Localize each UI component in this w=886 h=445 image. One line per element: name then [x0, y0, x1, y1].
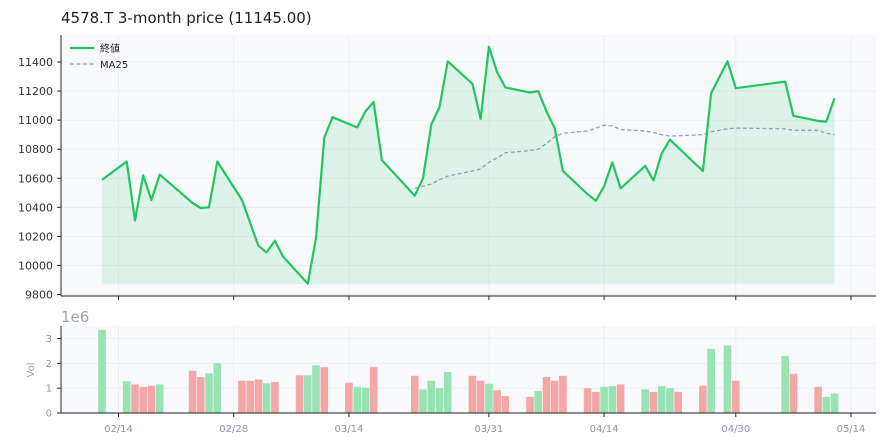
volume-bar	[262, 383, 271, 413]
volume-bar	[485, 383, 493, 413]
volume-plot-background	[61, 326, 876, 413]
volume-bar	[238, 380, 246, 413]
legend-label-ma25: MA25	[100, 60, 128, 71]
volume-bar	[657, 386, 666, 413]
volume-bar	[205, 373, 213, 413]
volume-x-tick-label: 04/14	[590, 424, 619, 435]
volume-bar	[139, 386, 147, 413]
volume-bar	[353, 386, 361, 413]
volume-x-tick-label: 04/30	[721, 424, 750, 435]
volume-bar	[188, 370, 197, 413]
volume-bar	[699, 385, 707, 413]
price-y-tick-label: 11000	[18, 114, 53, 127]
volume-bar	[493, 390, 501, 413]
volume-bar	[674, 391, 682, 413]
volume-x-tick-label: 05/14	[837, 424, 866, 435]
price-y-tick-label: 10800	[18, 143, 53, 156]
volume-bar	[246, 380, 254, 413]
volume-bar	[814, 386, 822, 413]
volume-x-tick-label: 02/28	[219, 424, 248, 435]
volume-bar	[526, 396, 534, 413]
volume-bar	[583, 388, 592, 413]
volume-bar	[641, 389, 649, 413]
volume-bar	[345, 382, 353, 413]
volume-bar	[542, 377, 551, 413]
volume-bar	[155, 384, 164, 413]
volume-bar	[608, 386, 617, 413]
volume-bar	[320, 367, 329, 413]
volume-bar	[649, 391, 658, 413]
volume-bar	[361, 387, 370, 413]
price-y-tick-label: 9800	[25, 289, 53, 302]
price-x-ticks	[118, 296, 852, 300]
volume-bar	[616, 384, 625, 413]
volume-panel: 1e6 Vol 0 1 2 3 02/14 02/28 03/14 03/31 04/14 04…	[26, 308, 876, 435]
volume-bar	[131, 384, 139, 413]
volume-bar	[550, 380, 559, 413]
price-panel: 9800 10000 10200 10400 10600 10800 11000 11200 1…	[18, 35, 876, 302]
volume-scale-label: 1e6	[61, 308, 89, 326]
volume-bar	[304, 375, 312, 413]
price-plot-background	[61, 35, 876, 296]
volume-bar	[427, 380, 436, 413]
volume-bar	[476, 380, 485, 413]
volume-bar	[830, 393, 839, 413]
volume-bar	[534, 391, 542, 413]
volume-y-tick-label: 0	[46, 409, 52, 420]
volume-bar	[723, 345, 732, 413]
volume-bar	[122, 381, 131, 413]
volume-bar	[213, 363, 222, 413]
volume-bar	[789, 373, 798, 413]
volume-bar	[271, 382, 279, 413]
volume-bar	[312, 365, 320, 413]
ma25-series-line	[414, 124, 835, 190]
volume-bar	[559, 375, 567, 414]
volume-bar	[435, 388, 444, 413]
volume-y-tick-label: 3	[46, 334, 52, 345]
price-line-layer	[101, 45, 836, 285]
price-y-tick-label: 10600	[18, 172, 53, 185]
volume-bar	[295, 375, 304, 413]
price-y-tick-label: 10000	[18, 259, 53, 272]
volume-x-tick-label: 02/14	[104, 424, 133, 435]
volume-bar	[707, 348, 715, 413]
volume-bar	[666, 388, 674, 413]
volume-bar	[822, 396, 831, 413]
price-y-tick-label: 11400	[18, 56, 53, 69]
volume-y-tick-label: 2	[46, 359, 52, 370]
price-y-axis: 9800 10000 10200 10400 10600 10800 11000 11200 1…	[18, 56, 61, 302]
volume-bar	[600, 386, 608, 413]
volume-bar	[443, 372, 452, 413]
volume-bar	[411, 375, 419, 414]
volume-bar	[592, 391, 600, 413]
volume-bar	[254, 379, 263, 413]
volume-bar	[468, 375, 477, 414]
price-grid	[61, 35, 876, 296]
volume-axis-label: Vol	[26, 363, 37, 378]
volume-bar	[197, 377, 205, 413]
volume-bar	[147, 385, 156, 413]
legend: 終値 MA25	[70, 42, 128, 71]
legend-label-close: 終値	[100, 42, 120, 55]
volume-bars	[98, 329, 839, 414]
volume-y-axis: 0 1 2 3	[46, 334, 61, 420]
price-y-tick-label: 10400	[18, 201, 53, 214]
price-area-layer	[102, 46, 835, 285]
price-y-tick-label: 11200	[18, 85, 53, 98]
close-area-fill	[102, 46, 835, 285]
volume-y-tick-label: 1	[46, 384, 52, 395]
volume-bar	[501, 396, 510, 413]
volume-bar	[98, 329, 106, 413]
volume-x-tick-label: 03/31	[474, 424, 503, 435]
volume-x-tick-label: 03/14	[335, 424, 364, 435]
volume-bar	[781, 355, 789, 413]
volume-bar	[732, 380, 740, 413]
volume-bar	[419, 389, 427, 413]
price-y-tick-label: 10200	[18, 230, 53, 243]
volume-bar	[369, 367, 378, 413]
chart-title: 4578.T 3-month price (11145.00)	[61, 9, 312, 27]
volume-x-axis: 02/14 02/28 03/14 03/31 04/14 04/30 05/14	[104, 413, 865, 435]
close-series-line	[101, 45, 836, 285]
